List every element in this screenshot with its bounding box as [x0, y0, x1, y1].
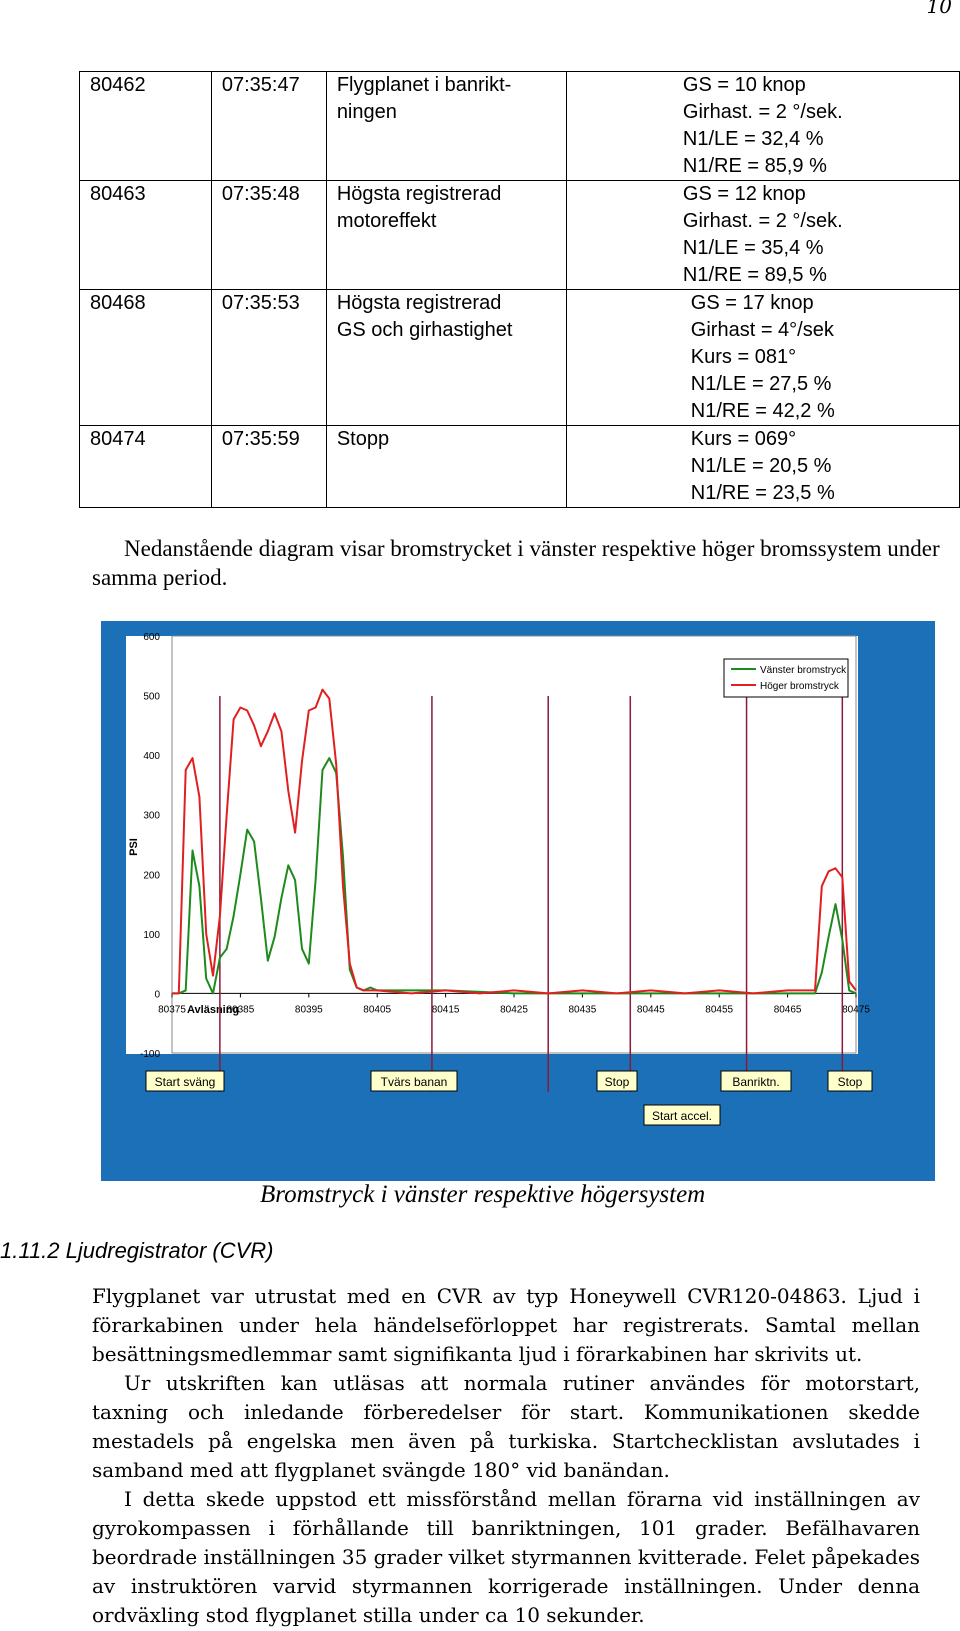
value-line: GS = 17 knop	[690, 292, 814, 314]
cell-id: 80468	[79, 289, 212, 426]
section-heading: 1.11.2 Ljudregistrator (CVR)	[0, 1238, 274, 1263]
value-line: GS = 10 knop	[682, 74, 806, 96]
value-line: N1/LE = 27,5 %	[690, 373, 832, 395]
brake-pressure-chart: -100 0 100 200 300 400 500 600 80375 80385 80395 80…	[101, 621, 935, 1181]
event-table: 80462 07:35:47 Flygplanet i banrikt- ninge…	[79, 71, 960, 508]
table-row: 80463 07:35:48 Högsta registrerad motoreff…	[79, 180, 960, 290]
cell-event: Högsta registrerad motoreffekt	[325, 180, 567, 290]
event-annotation-label: Tvärs banan	[381, 1075, 448, 1089]
x-tick-label: 80405	[363, 1004, 391, 1015]
event-annotation-box	[643, 1104, 721, 1126]
x-tick-label: 80415	[432, 1004, 460, 1015]
cell-event: Högsta registrerad GS och girhastighet	[325, 289, 567, 426]
x-tick-label: 80435	[568, 1004, 596, 1015]
value-line: N1/RE = 89,5 %	[682, 264, 827, 286]
value-line: Girhast = 4°/sek	[690, 319, 834, 341]
y-axis-label: PSI	[128, 838, 140, 856]
chart-caption: Bromstryck i vänster respektive högersys…	[260, 1181, 706, 1208]
event-annotation-label: Banriktn.	[732, 1075, 779, 1089]
paragraph: I detta skede uppstod ett missförstånd m…	[92, 1487, 920, 1627]
y-tick-label: 600	[143, 632, 160, 643]
value-line: N1/RE = 42,2 %	[690, 400, 835, 422]
event-annotation-box	[145, 1070, 225, 1092]
y-tick-label: 0	[154, 989, 160, 1000]
x-tick-label: 80475	[842, 1004, 870, 1015]
cell-event: Stopp	[325, 425, 567, 508]
event-annotation-label: Stop	[838, 1075, 863, 1089]
x-tick-label: 80385	[226, 1004, 254, 1015]
page-number: 10	[926, 0, 952, 18]
cell-time: 07:35:47	[210, 71, 327, 181]
value-line: N1/RE = 23,5 %	[690, 482, 835, 504]
cell-time: 07:35:59	[210, 425, 327, 508]
event-annotation-label: Stop	[605, 1075, 630, 1089]
cell-time: 07:35:48	[210, 180, 327, 290]
intro-paragraph: Nedanstående diagram visar bromstrycket …	[92, 536, 940, 590]
value-line: N1/RE = 85,9 %	[682, 155, 827, 177]
cell-id: 80462	[79, 71, 212, 181]
value-line: Kurs = 069°	[690, 428, 797, 450]
y-tick-label: 400	[143, 751, 160, 762]
table-row: 80474 07:35:59 Stopp Kurs = 069° N1/LE = 20,…	[79, 425, 960, 508]
value-line: Girhast. = 2 °/sek.	[682, 101, 843, 123]
cell-values: Kurs = 069° N1/LE = 20,5 % N1/RE = 23,5 %	[565, 425, 960, 508]
x-tick-label: 80395	[295, 1004, 323, 1015]
legend-label: Vänster bromstryck	[760, 665, 847, 676]
x-tick-label: 80455	[705, 1004, 733, 1015]
value-line: N1/LE = 35,4 %	[682, 237, 824, 259]
plot-frame	[171, 635, 857, 1054]
event-annotation-box	[827, 1070, 873, 1092]
series-line-right	[172, 688, 857, 995]
legend	[723, 658, 849, 698]
value-line: Kurs = 081°	[690, 346, 797, 368]
legend-label: Höger bromstryck	[760, 681, 840, 692]
body-text: Flygplanet var utrustat med en CVR av ty…	[92, 1282, 920, 1630]
y-tick-label: 300	[143, 811, 160, 822]
cell-values: GS = 17 knop Girhast = 4°/sek Kurs = 081° N…	[565, 289, 960, 426]
x-axis-label: Avläsning	[187, 1004, 239, 1016]
plot-area	[126, 636, 858, 1054]
event-annotation-box	[370, 1070, 458, 1092]
event-annotation-label: Start sväng	[155, 1075, 216, 1089]
event-annotation-box	[720, 1070, 792, 1092]
value-line: GS = 12 knop	[682, 183, 806, 205]
paragraph: Flygplanet var utrustat med en CVR av ty…	[92, 1284, 920, 1366]
y-tick-label: -100	[140, 1049, 160, 1060]
cell-values: GS = 10 knop Girhast. = 2 °/sek. N1/LE = 3…	[565, 71, 960, 181]
x-tick-label: 80375	[158, 1004, 186, 1015]
table-row: 80468 07:35:53 Högsta registrerad GS och g…	[79, 289, 960, 426]
event-annotation-box	[596, 1070, 638, 1092]
cell-event: Flygplanet i banrikt- ningen	[325, 71, 567, 181]
value-line: Girhast. = 2 °/sek.	[682, 210, 843, 232]
paragraph: Ur utskriften kan utläsas att normala ru…	[92, 1371, 920, 1482]
value-line: N1/LE = 20,5 %	[690, 455, 832, 477]
y-tick-label: 200	[143, 870, 160, 881]
series-line-left	[172, 757, 857, 995]
event-annotation-label: Start accel.	[652, 1109, 712, 1123]
y-tick-label: 500	[143, 692, 160, 703]
cell-id: 80474	[79, 425, 212, 508]
x-tick-label: 80465	[774, 1004, 802, 1015]
cell-time: 07:35:53	[210, 289, 327, 426]
table-row: 80462 07:35:47 Flygplanet i banrikt- ninge…	[79, 71, 960, 181]
cell-id: 80463	[79, 180, 212, 290]
value-line: N1/LE = 32,4 %	[682, 128, 824, 150]
y-tick-label: 100	[143, 930, 160, 941]
cell-values: GS = 12 knop Girhast. = 2 °/sek. N1/LE = 3…	[565, 180, 960, 290]
x-tick-label: 80425	[500, 1004, 528, 1015]
x-tick-label: 80445	[637, 1004, 665, 1015]
